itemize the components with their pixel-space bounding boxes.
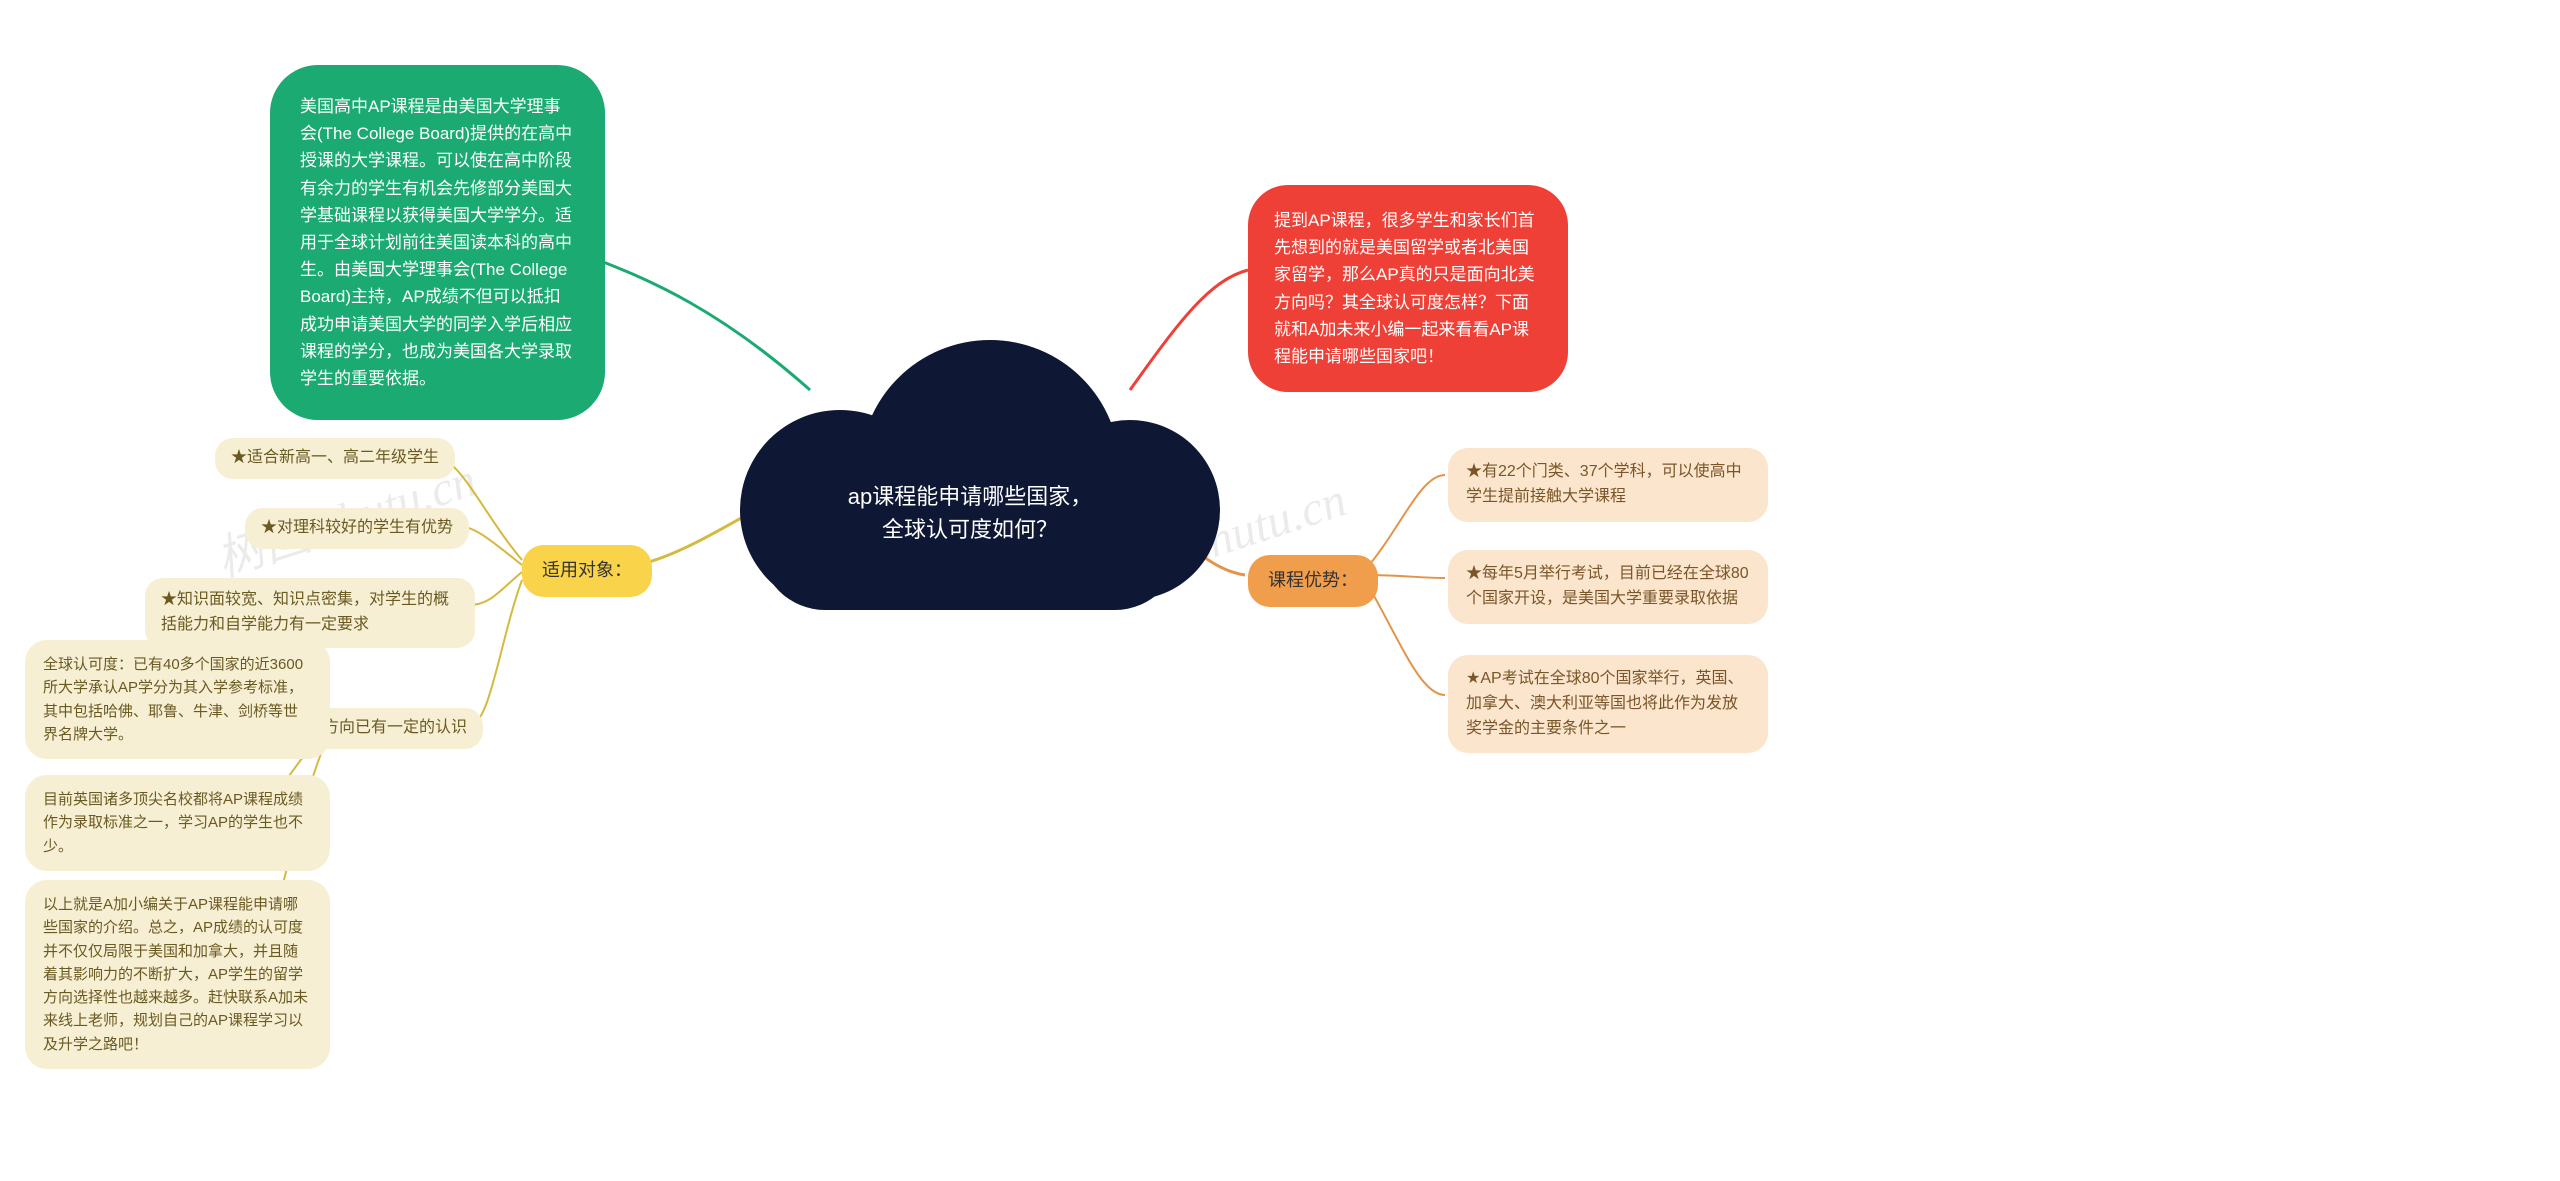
left-item-1: ★适合新高一、高二年级学生 [215, 438, 455, 479]
red-intro-node: 提到AP课程，很多学生和家长们首先想到的就是美国留学或者北美国家留学，那么AP真… [1248, 185, 1568, 392]
right-item-2: ★每年5月举行考试，目前已经在全球80个国家开设，是美国大学重要录取依据 [1448, 550, 1768, 624]
right-item-1: ★有22个门类、37个学科，可以使高中学生提前接触大学课程 [1448, 448, 1768, 522]
sub-3: 以上就是A加小编关于AP课程能申请哪些国家的介绍。总之，AP成绩的认可度并不仅仅… [25, 880, 330, 1069]
sub-2: 目前英国诸多顶尖名校都将AP课程成绩作为录取标准之一，学习AP的学生也不少。 [25, 775, 330, 871]
right-item-3: ★AP考试在全球80个国家举行，英国、加拿大、澳大利亚等国也将此作为发放奖学金的… [1448, 655, 1768, 753]
green-intro-node: 美国高中AP课程是由美国大学理事会(The College Board)提供的在… [270, 65, 605, 420]
center-title: ap课程能申请哪些国家， 全球认可度如何？ [820, 480, 1120, 546]
center-cloud: ap课程能申请哪些国家， 全球认可度如何？ [730, 320, 1210, 610]
left-item-2: ★对理科较好的学生有优势 [245, 508, 469, 549]
sub-1: 全球认可度：已有40多个国家的近3600所大学承认AP学分为其入学参考标准，其中… [25, 640, 330, 759]
left-item-3: ★知识面较宽、知识点密集，对学生的概括能力和自学能力有一定要求 [145, 578, 475, 648]
left-hub: 适用对象： [522, 545, 652, 597]
right-hub: 课程优势： [1248, 555, 1378, 607]
